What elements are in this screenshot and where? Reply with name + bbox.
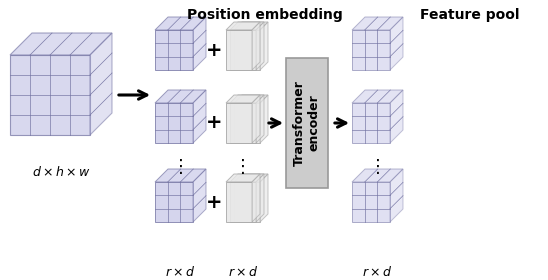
Polygon shape (252, 22, 260, 70)
Polygon shape (226, 22, 260, 30)
Polygon shape (226, 103, 252, 143)
Text: +: + (206, 193, 222, 211)
Polygon shape (234, 103, 260, 143)
Polygon shape (226, 174, 260, 182)
Polygon shape (260, 95, 268, 143)
Text: Position embedding: Position embedding (187, 8, 343, 22)
Polygon shape (193, 169, 206, 222)
FancyBboxPatch shape (286, 58, 328, 188)
Polygon shape (230, 182, 256, 222)
Text: ⋮: ⋮ (234, 158, 252, 176)
Polygon shape (155, 169, 206, 182)
Polygon shape (155, 30, 193, 70)
Text: +: + (206, 113, 222, 132)
Polygon shape (10, 33, 112, 55)
Polygon shape (230, 22, 264, 30)
Text: $d\times h\times w$: $d\times h\times w$ (32, 165, 90, 179)
Polygon shape (352, 30, 390, 70)
Polygon shape (226, 30, 252, 70)
Polygon shape (390, 17, 403, 70)
Polygon shape (252, 95, 260, 143)
Text: +: + (206, 41, 222, 60)
Polygon shape (234, 95, 268, 103)
Text: $r\times d$: $r\times d$ (228, 265, 258, 279)
Text: $r\times d$: $r\times d$ (165, 265, 196, 279)
Text: Transformer
encoder: Transformer encoder (293, 80, 321, 166)
Polygon shape (252, 174, 260, 222)
Polygon shape (390, 90, 403, 143)
Polygon shape (226, 182, 252, 222)
Text: ⋮: ⋮ (172, 158, 190, 176)
Polygon shape (352, 90, 403, 103)
Text: Feature pool: Feature pool (420, 8, 520, 22)
Polygon shape (260, 174, 268, 222)
Polygon shape (226, 95, 260, 103)
Polygon shape (234, 182, 260, 222)
Polygon shape (193, 17, 206, 70)
Polygon shape (234, 22, 268, 30)
Polygon shape (390, 169, 403, 222)
Polygon shape (256, 95, 264, 143)
Polygon shape (90, 33, 112, 135)
Polygon shape (352, 103, 390, 143)
Polygon shape (230, 95, 264, 103)
Polygon shape (10, 55, 90, 135)
Polygon shape (352, 17, 403, 30)
Polygon shape (230, 174, 264, 182)
Polygon shape (193, 90, 206, 143)
Polygon shape (256, 174, 264, 222)
Polygon shape (260, 22, 268, 70)
Polygon shape (230, 103, 256, 143)
Polygon shape (234, 174, 268, 182)
Polygon shape (256, 22, 264, 70)
Polygon shape (155, 103, 193, 143)
Text: $r\times d$: $r\times d$ (362, 265, 393, 279)
Polygon shape (352, 182, 390, 222)
Polygon shape (234, 30, 260, 70)
Polygon shape (155, 90, 206, 103)
Polygon shape (352, 169, 403, 182)
Polygon shape (155, 182, 193, 222)
Polygon shape (155, 17, 206, 30)
Text: ⋮: ⋮ (368, 158, 386, 176)
Polygon shape (230, 30, 256, 70)
